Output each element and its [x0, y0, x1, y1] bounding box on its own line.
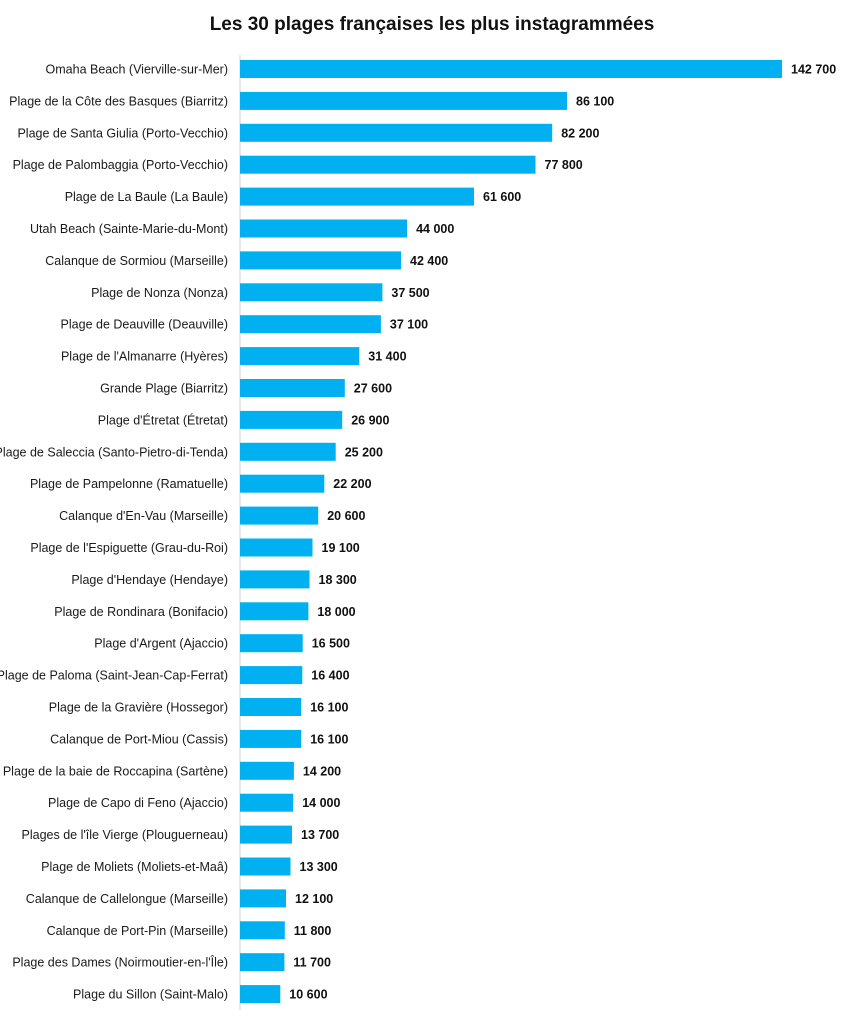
category-label: Plage de Paloma (Saint-Jean-Cap-Ferrat) — [0, 669, 228, 683]
category-label: Plage de la Côte des Basques (Biarritz) — [9, 94, 228, 108]
bar — [240, 698, 302, 716]
value-label: 25 200 — [345, 445, 383, 459]
category-label: Utah Beach (Sainte-Marie-du-Mont) — [30, 222, 228, 236]
category-label: Calanque d'En-Vau (Marseille) — [59, 509, 228, 523]
category-label: Grande Plage (Biarritz) — [100, 382, 228, 396]
value-label: 31 400 — [368, 350, 406, 364]
category-label: Plage de Pampelonne (Ramatuelle) — [30, 477, 228, 491]
bar — [240, 666, 303, 685]
value-label: 13 300 — [300, 860, 338, 874]
category-label: Plages de l'île Vierge (Plouguerneau) — [22, 828, 228, 842]
value-label: 13 700 — [301, 828, 339, 842]
chart-title: Les 30 plages françaises les plus instag… — [210, 14, 655, 35]
category-labels-group: Omaha Beach (Vierville-sur-Mer) Plage de … — [0, 63, 228, 1002]
category-label: Plage de Nonza (Nonza) — [91, 286, 228, 300]
value-label: 11 800 — [294, 924, 332, 938]
category-label: Plage de Capo di Feno (Ajaccio) — [48, 796, 228, 810]
bar — [240, 761, 294, 780]
value-label: 18 300 — [319, 573, 357, 587]
value-labels-group: 142 700 86 100 82 200 77 800 61 600 44 000 42 … — [289, 63, 836, 1002]
bar — [240, 825, 292, 844]
value-label: 16 400 — [311, 669, 349, 683]
category-label: Calanque de Callelongue (Marseille) — [26, 892, 228, 906]
value-label: 19 100 — [322, 541, 360, 555]
value-label: 10 600 — [289, 988, 327, 1002]
category-label: Plage de l'Espiguette (Grau-du-Roi) — [30, 541, 228, 555]
category-label: Omaha Beach (Vierville-sur-Mer) — [46, 63, 228, 77]
bar — [240, 857, 291, 876]
value-label: 11 700 — [293, 956, 331, 970]
value-label: 37 100 — [390, 318, 428, 332]
category-label: Plage du Sillon (Saint-Malo) — [73, 988, 228, 1002]
category-label: Plage de la baie de Roccapina (Sartène) — [3, 764, 228, 778]
bar — [240, 123, 553, 142]
bar — [240, 379, 345, 397]
bar — [240, 985, 281, 1004]
value-label: 26 900 — [351, 413, 389, 427]
value-label: 16 500 — [312, 637, 350, 651]
value-label: 12 100 — [295, 892, 333, 906]
category-label: Calanque de Port-Miou (Cassis) — [50, 732, 228, 746]
bar — [240, 347, 360, 366]
bar — [240, 91, 567, 110]
value-label: 18 000 — [317, 605, 355, 619]
category-label: Calanque de Sormiou (Marseille) — [45, 254, 228, 268]
bar — [240, 315, 381, 334]
category-label: Plage d'Étretat (Étretat) — [98, 412, 228, 427]
category-label: Plage de Deauville (Deauville) — [61, 318, 228, 332]
bar — [240, 538, 313, 557]
bar — [240, 251, 401, 270]
bars-group — [240, 60, 782, 1004]
value-label: 14 200 — [303, 764, 341, 778]
category-label: Plage d'Hendaye (Hendaye) — [71, 573, 228, 587]
category-label: Plage de Moliets (Moliets-et-Maâ) — [41, 860, 228, 874]
category-label: Calanque de Port-Pin (Marseille) — [47, 924, 228, 938]
category-label: Plage de la Gravière (Hossegor) — [49, 701, 228, 715]
value-label: 22 200 — [333, 477, 371, 491]
bar — [240, 155, 536, 174]
category-label: Plage de Santa Giulia (Porto-Vecchio) — [17, 126, 228, 140]
bar — [240, 634, 303, 653]
category-label: Plage d'Argent (Ajaccio) — [94, 637, 228, 651]
value-label: 42 400 — [410, 254, 448, 268]
bar — [240, 506, 319, 525]
value-label: 37 500 — [391, 286, 429, 300]
bar — [240, 889, 286, 908]
category-label: Plage de Saleccia (Santo-Pietro-di-Tenda… — [0, 445, 228, 459]
category-label: Plage de La Baule (La Baule) — [65, 190, 228, 204]
bar — [240, 187, 474, 206]
category-label: Plage de l'Almanarre (Hyères) — [61, 350, 228, 364]
bar — [240, 410, 343, 429]
bar — [240, 953, 285, 972]
value-label: 27 600 — [354, 382, 392, 396]
bar — [240, 602, 309, 621]
value-label: 86 100 — [576, 94, 614, 108]
category-label: Plage des Dames (Noirmoutier-en-l'Île) — [12, 955, 228, 970]
bar — [240, 793, 294, 812]
category-label: Plage de Palombaggia (Porto-Vecchio) — [13, 158, 228, 172]
bar — [240, 570, 310, 589]
value-label: 20 600 — [327, 509, 365, 523]
value-label: 61 600 — [483, 190, 521, 204]
bar — [240, 219, 408, 238]
value-label: 14 000 — [302, 796, 340, 810]
value-label: 82 200 — [561, 126, 599, 140]
bar — [240, 921, 285, 940]
value-label: 142 700 — [791, 63, 836, 77]
value-label: 77 800 — [545, 158, 583, 172]
bar — [240, 283, 383, 302]
value-label: 16 100 — [310, 732, 348, 746]
bar — [240, 60, 782, 78]
bar — [240, 474, 325, 493]
value-label: 16 100 — [310, 701, 348, 715]
value-label: 44 000 — [416, 222, 454, 236]
bar — [240, 442, 336, 461]
category-label: Plage de Rondinara (Bonifacio) — [54, 605, 228, 619]
bar — [240, 729, 302, 748]
